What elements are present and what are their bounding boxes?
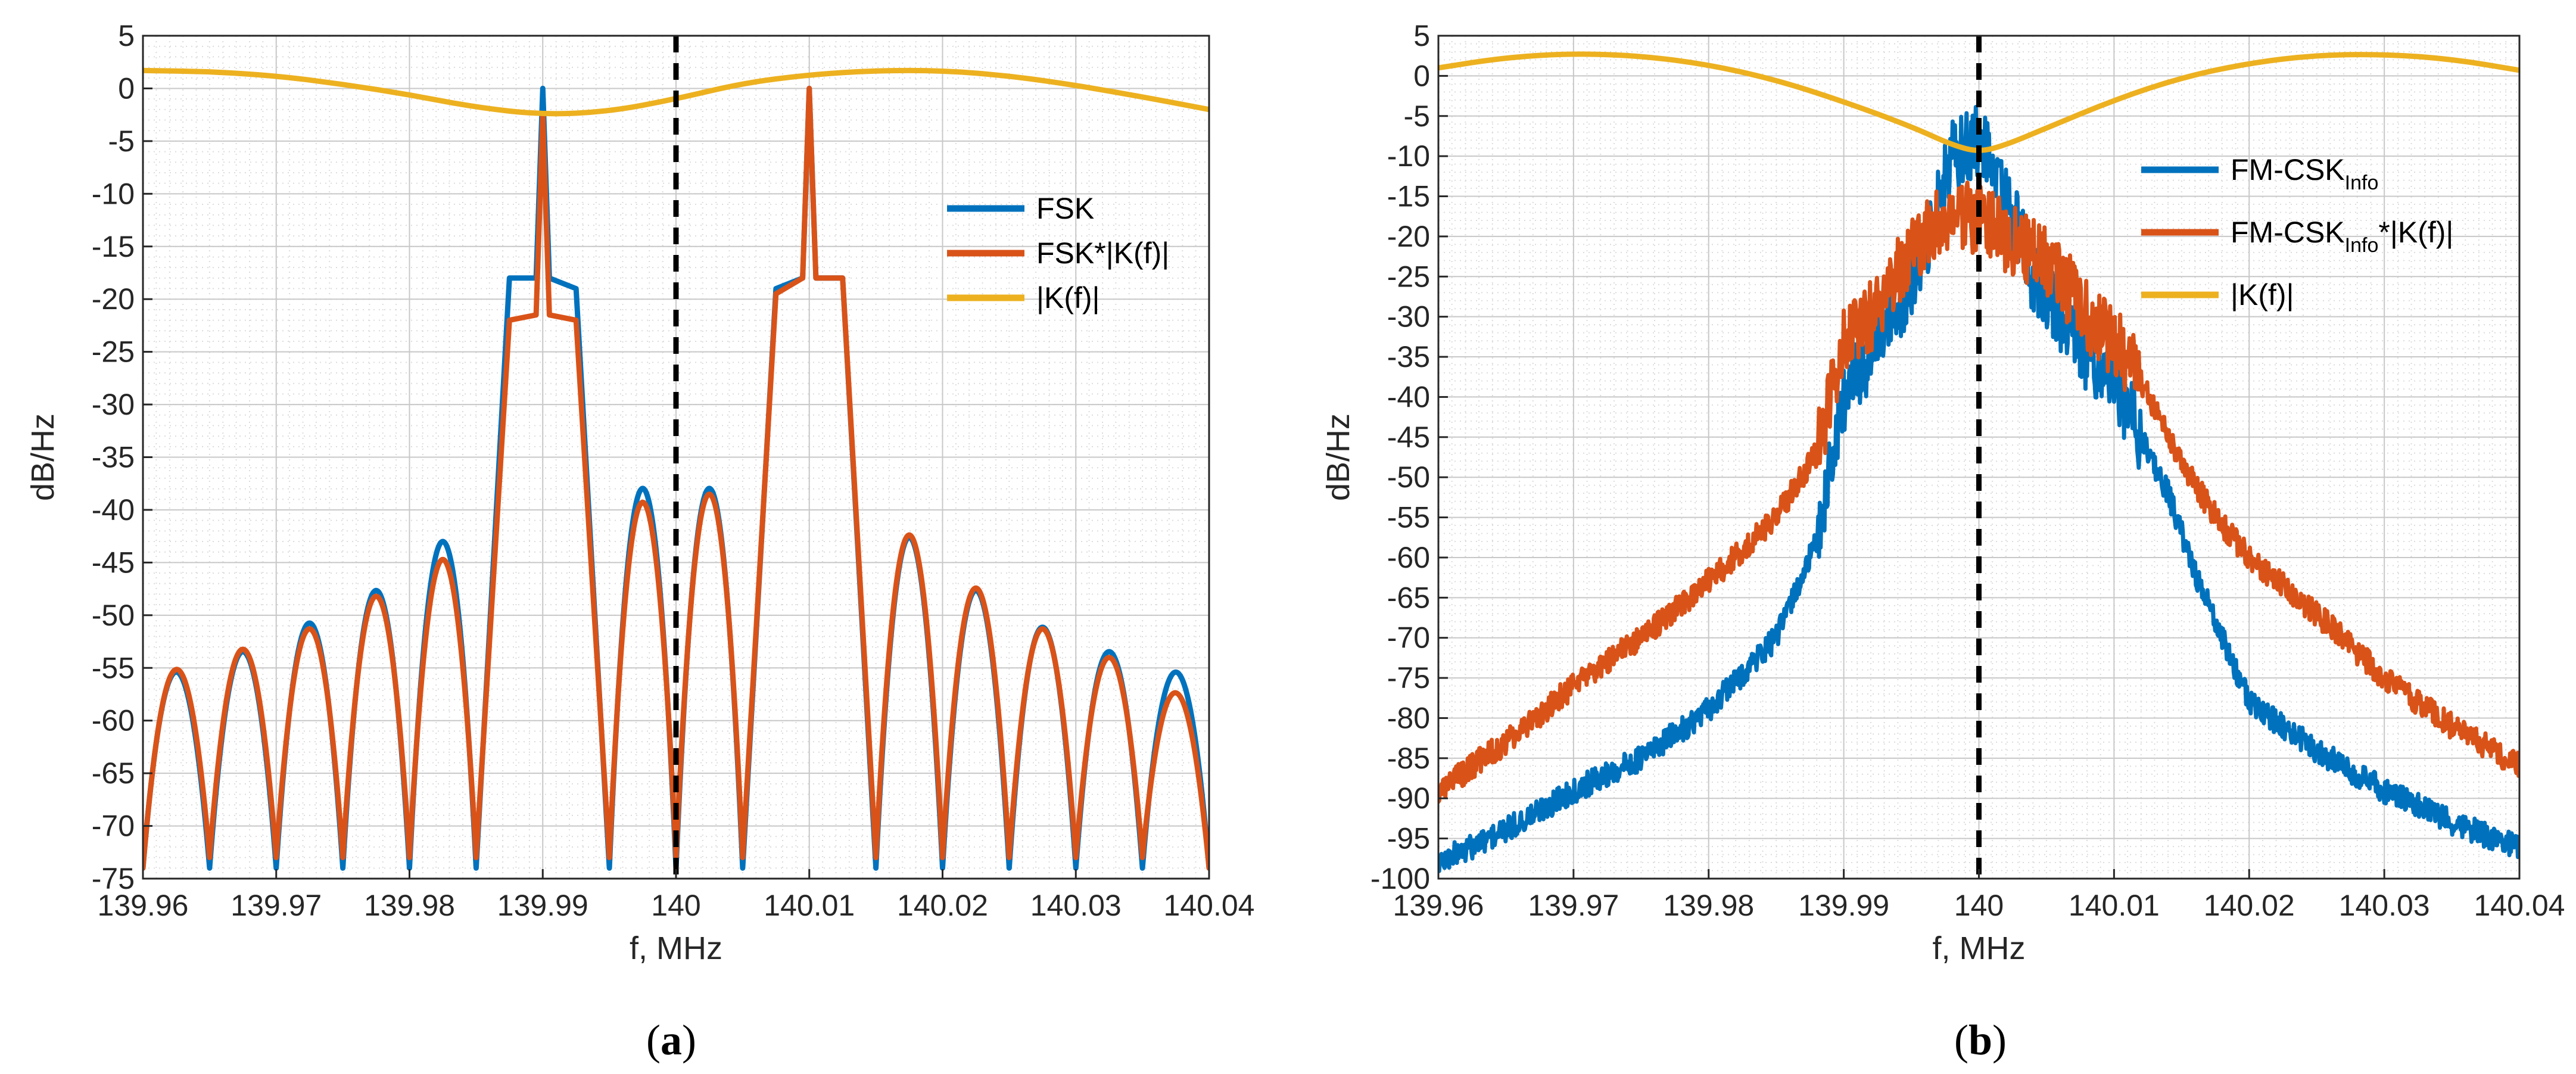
x-tick-label: 139.96 bbox=[1393, 889, 1484, 922]
y-tick-label: -95 bbox=[1387, 822, 1430, 855]
series-line-b-2 bbox=[1438, 51, 2519, 153]
y-tick-label: -20 bbox=[1387, 220, 1430, 253]
chart-panel-a: 139.96 139.97 139.98 139.99 140 140.01 140.02 1… bbox=[25, 19, 1254, 1064]
y-tick-label: -65 bbox=[1387, 581, 1430, 614]
legend-entry: FM-CSKInfo*|K(f)| bbox=[2231, 216, 2453, 257]
x-tick-label: 139.96 bbox=[98, 889, 189, 922]
caption-a: (a) bbox=[646, 1016, 696, 1064]
y-tick-label: -75 bbox=[1387, 661, 1430, 695]
legend-entry: FSK*|K(f)| bbox=[1036, 236, 1169, 270]
y-tick-label: -40 bbox=[92, 493, 135, 527]
y-tick-label: -10 bbox=[1387, 139, 1430, 173]
legend-a: FSK FSK*|K(f)| |K(f)| bbox=[947, 192, 1169, 315]
y-tick-label: 5 bbox=[1413, 19, 1430, 52]
minor-grid-a bbox=[142, 35, 1210, 879]
y-tick-label: -5 bbox=[1404, 99, 1430, 133]
caption-b: (b) bbox=[1954, 1016, 2007, 1064]
y-axis-label-b: dB/Hz bbox=[1320, 413, 1356, 501]
y-tick-label: -40 bbox=[1387, 380, 1430, 413]
y-tick-label: -55 bbox=[92, 651, 135, 684]
chart-panel-b: 139.96 139.97 139.98 139.99 140 140.01 140.02 1… bbox=[1320, 19, 2565, 1064]
x-tick-label: 140.02 bbox=[897, 889, 988, 922]
series-line-a-2 bbox=[143, 67, 1209, 117]
y-tick-label: 0 bbox=[1413, 59, 1430, 92]
y-tick-label: -70 bbox=[92, 810, 135, 843]
x-axis-label-b: f, MHz bbox=[1933, 930, 2026, 966]
legend-b: FM-CSKInfo FM-CSKInfo*|K(f)| |K(f)| bbox=[2141, 153, 2453, 312]
x-tick-label: 140 bbox=[1954, 889, 2004, 922]
y-tick-label: -90 bbox=[1387, 782, 1430, 815]
legend-entry: FM-CSKInfo bbox=[2231, 153, 2378, 194]
y-axis-label-a: dB/Hz bbox=[25, 413, 61, 501]
x-tick-label: 140.04 bbox=[1164, 889, 1255, 922]
x-tick-label: 139.98 bbox=[1663, 889, 1754, 922]
x-tick-label: 139.99 bbox=[1798, 889, 1889, 922]
y-tick-label: -10 bbox=[92, 177, 135, 210]
y-tick-label: 0 bbox=[118, 71, 135, 105]
y-tick-labels-a: 5 0 -5 -10 -15 -20 -25 -30 -35 -40 -45 -50 -55 -60 -65… bbox=[92, 19, 152, 895]
y-tick-label: -75 bbox=[92, 862, 135, 895]
y-tick-label: -80 bbox=[1387, 701, 1430, 734]
x-tick-labels-b: 139.96 139.97 139.98 139.99 140 140.01 140.02 1… bbox=[1393, 869, 2565, 922]
series-line-b-1 bbox=[1438, 180, 2519, 804]
y-tick-label: -60 bbox=[92, 704, 135, 737]
y-tick-labels-b: 5 0 -5 -10 -15 -20 -25 -30 -35 -40 -45 -50 -55 -60 -65… bbox=[1370, 19, 1448, 895]
legend-entry: FSK bbox=[1036, 192, 1094, 225]
x-tick-label: 140.01 bbox=[764, 889, 855, 922]
x-tick-label: 140.03 bbox=[2339, 889, 2430, 922]
x-tick-label: 140.03 bbox=[1030, 889, 1122, 922]
x-axis-label-a: f, MHz bbox=[630, 930, 722, 966]
y-tick-label: -65 bbox=[92, 757, 135, 790]
legend-entry: |K(f)| bbox=[2231, 278, 2294, 312]
y-tick-label: -20 bbox=[92, 282, 135, 316]
y-tick-label: -85 bbox=[1387, 742, 1430, 775]
y-tick-label: -25 bbox=[1387, 260, 1430, 293]
y-tick-label: -30 bbox=[92, 388, 135, 421]
y-tick-label: -50 bbox=[1387, 460, 1430, 494]
x-tick-label: 139.97 bbox=[230, 889, 322, 922]
y-tick-label: -55 bbox=[1387, 501, 1430, 534]
y-tick-label: 5 bbox=[118, 19, 135, 52]
y-tick-label: -30 bbox=[1387, 300, 1430, 334]
series-line-a-1 bbox=[143, 85, 1209, 871]
y-tick-label: -60 bbox=[1387, 541, 1430, 574]
x-tick-label: 140.04 bbox=[2474, 889, 2565, 922]
y-tick-label: -15 bbox=[1387, 180, 1430, 213]
x-tick-label: 140.02 bbox=[2204, 889, 2295, 922]
y-tick-label: -35 bbox=[1387, 340, 1430, 373]
x-tick-label: 139.98 bbox=[364, 889, 455, 922]
x-tick-label: 139.99 bbox=[497, 889, 588, 922]
y-tick-label: -35 bbox=[92, 441, 135, 474]
y-tick-label: -15 bbox=[92, 230, 135, 263]
y-tick-label: -25 bbox=[92, 335, 135, 369]
y-tick-label: -100 bbox=[1370, 862, 1430, 895]
x-tick-label: 140.01 bbox=[2069, 889, 2160, 922]
y-tick-label: -5 bbox=[108, 124, 135, 158]
y-tick-label: -70 bbox=[1387, 621, 1430, 655]
y-tick-label: -45 bbox=[1387, 421, 1430, 454]
x-tick-labels-a: 139.96 139.97 139.98 139.99 140 140.01 140.02 1… bbox=[98, 869, 1255, 922]
y-tick-label: -45 bbox=[92, 546, 135, 579]
x-tick-label: 139.97 bbox=[1528, 889, 1619, 922]
x-tick-label: 140 bbox=[651, 889, 700, 922]
y-tick-label: -50 bbox=[92, 599, 135, 632]
legend-entry: |K(f)| bbox=[1036, 281, 1100, 315]
